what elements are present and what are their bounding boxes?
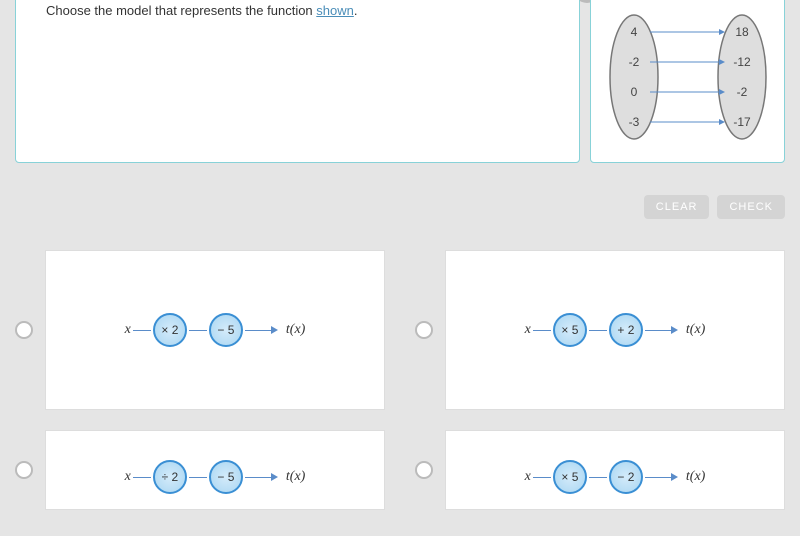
- flow-diagram-3: x ÷ 2 − 5 t(x): [123, 460, 308, 494]
- op-circle-2b: + 2: [609, 313, 643, 347]
- svg-text:-17: -17: [733, 115, 751, 129]
- radio-option-3[interactable]: [15, 461, 33, 479]
- option-3: x ÷ 2 − 5 t(x): [15, 430, 385, 510]
- flow-segment: [245, 477, 271, 478]
- op-circle-4a: × 5: [553, 460, 587, 494]
- arrow-head-icon: [671, 326, 678, 334]
- question-card: Choose the model that represents the fun…: [15, 0, 580, 163]
- out-label: t(x): [684, 469, 707, 485]
- option-card-4[interactable]: x × 5 − 2 t(x): [445, 430, 785, 510]
- option-card-1[interactable]: x × 2 − 5 t(x): [45, 250, 385, 410]
- shown-link[interactable]: shown: [316, 3, 354, 18]
- x-label: x: [523, 322, 533, 338]
- op-circle-1b: − 5: [209, 313, 243, 347]
- flow-segment: [189, 330, 207, 331]
- radio-option-2[interactable]: [415, 321, 433, 339]
- prompt-pre: Choose the model that represents the fun…: [46, 3, 316, 18]
- check-button[interactable]: CHECK: [717, 195, 785, 219]
- arrow-head-icon: [271, 326, 278, 334]
- op-circle-4b: − 2: [609, 460, 643, 494]
- op-circle-1a: × 2: [153, 313, 187, 347]
- arrow-head-icon: [671, 473, 678, 481]
- radio-option-4[interactable]: [415, 461, 433, 479]
- flow-diagram-1: x × 2 − 5 t(x): [123, 313, 308, 347]
- svg-text:18: 18: [735, 25, 749, 39]
- page-root: Choose the model that represents the fun…: [0, 0, 800, 536]
- op-circle-3b: − 5: [209, 460, 243, 494]
- op-circle-2a: × 5: [553, 313, 587, 347]
- svg-text:-2: -2: [628, 55, 639, 69]
- flow-segment: [645, 477, 671, 478]
- options-grid: x × 2 − 5 t(x) x × 5 + 2: [15, 250, 785, 510]
- svg-text:-3: -3: [628, 115, 639, 129]
- flow-segment: [533, 330, 551, 331]
- out-label: t(x): [284, 469, 307, 485]
- op-circle-3a: ÷ 2: [153, 460, 187, 494]
- question-prompt: Choose the model that represents the fun…: [46, 3, 357, 18]
- option-2: x × 5 + 2 t(x): [415, 250, 785, 410]
- x-label: x: [523, 469, 533, 485]
- out-label: t(x): [284, 322, 307, 338]
- option-card-3[interactable]: x ÷ 2 − 5 t(x): [45, 430, 385, 510]
- option-1: x × 2 − 5 t(x): [15, 250, 385, 410]
- flow-segment: [589, 477, 607, 478]
- svg-text:-12: -12: [733, 55, 751, 69]
- flow-segment: [133, 477, 151, 478]
- x-label: x: [123, 322, 133, 338]
- prompt-post: .: [354, 3, 358, 18]
- mapping-diagram: 4 18 -2 -12 0 -2 -3 -17: [598, 2, 778, 152]
- flow-segment: [589, 330, 607, 331]
- flow-diagram-4: x × 5 − 2 t(x): [523, 460, 708, 494]
- svg-text:0: 0: [630, 85, 637, 99]
- option-card-2[interactable]: x × 5 + 2 t(x): [445, 250, 785, 410]
- clear-button[interactable]: CLEAR: [644, 195, 710, 219]
- option-4: x × 5 − 2 t(x): [415, 430, 785, 510]
- flow-diagram-2: x × 5 + 2 t(x): [523, 313, 708, 347]
- radio-option-1[interactable]: [15, 321, 33, 339]
- flow-segment: [645, 330, 671, 331]
- out-label: t(x): [684, 322, 707, 338]
- svg-text:4: 4: [630, 25, 637, 39]
- flow-segment: [533, 477, 551, 478]
- flow-segment: [245, 330, 271, 331]
- flow-segment: [133, 330, 151, 331]
- mapping-card: 4 18 -2 -12 0 -2 -3 -17: [590, 0, 785, 163]
- x-label: x: [123, 469, 133, 485]
- svg-text:-2: -2: [736, 85, 747, 99]
- flow-segment: [189, 477, 207, 478]
- arrow-head-icon: [271, 473, 278, 481]
- button-row: CLEAR CHECK: [644, 195, 785, 219]
